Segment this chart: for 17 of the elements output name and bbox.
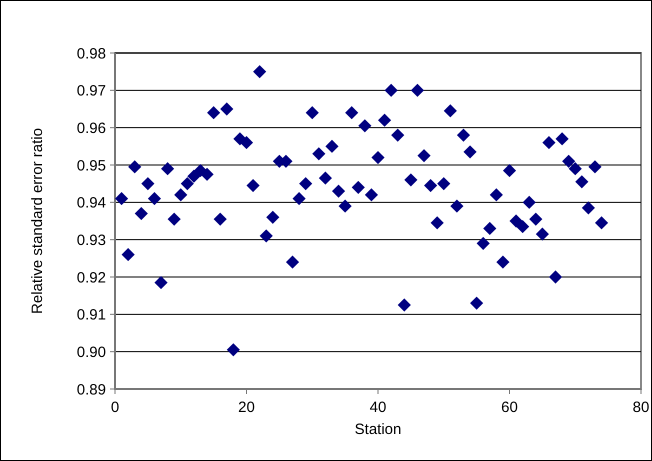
y-tick-label: 0.93 [76, 232, 106, 249]
x-tick-label: 80 [632, 399, 650, 416]
y-tick-label: 0.91 [76, 306, 106, 324]
y-tick-label: 0.97 [76, 82, 106, 100]
y-tick-label: 0.94 [76, 194, 106, 212]
y-tick-label: 0.95 [76, 157, 106, 174]
y-tick-label: 0.96 [76, 120, 106, 137]
x-axis-title: Station [354, 421, 402, 438]
y-tick-label: 0.92 [76, 269, 106, 286]
x-tick-label: 0 [110, 399, 120, 416]
x-tick-label: 40 [370, 399, 386, 416]
y-tick-label: 0.90 [76, 344, 106, 361]
y-tick-label: 0.89 [76, 381, 106, 398]
y-axis-title: Relative standard error ratio [29, 128, 46, 314]
x-tick-label: 60 [501, 399, 518, 416]
y-tick-label: 0.98 [76, 45, 106, 62]
x-tick-label: 20 [238, 399, 255, 416]
